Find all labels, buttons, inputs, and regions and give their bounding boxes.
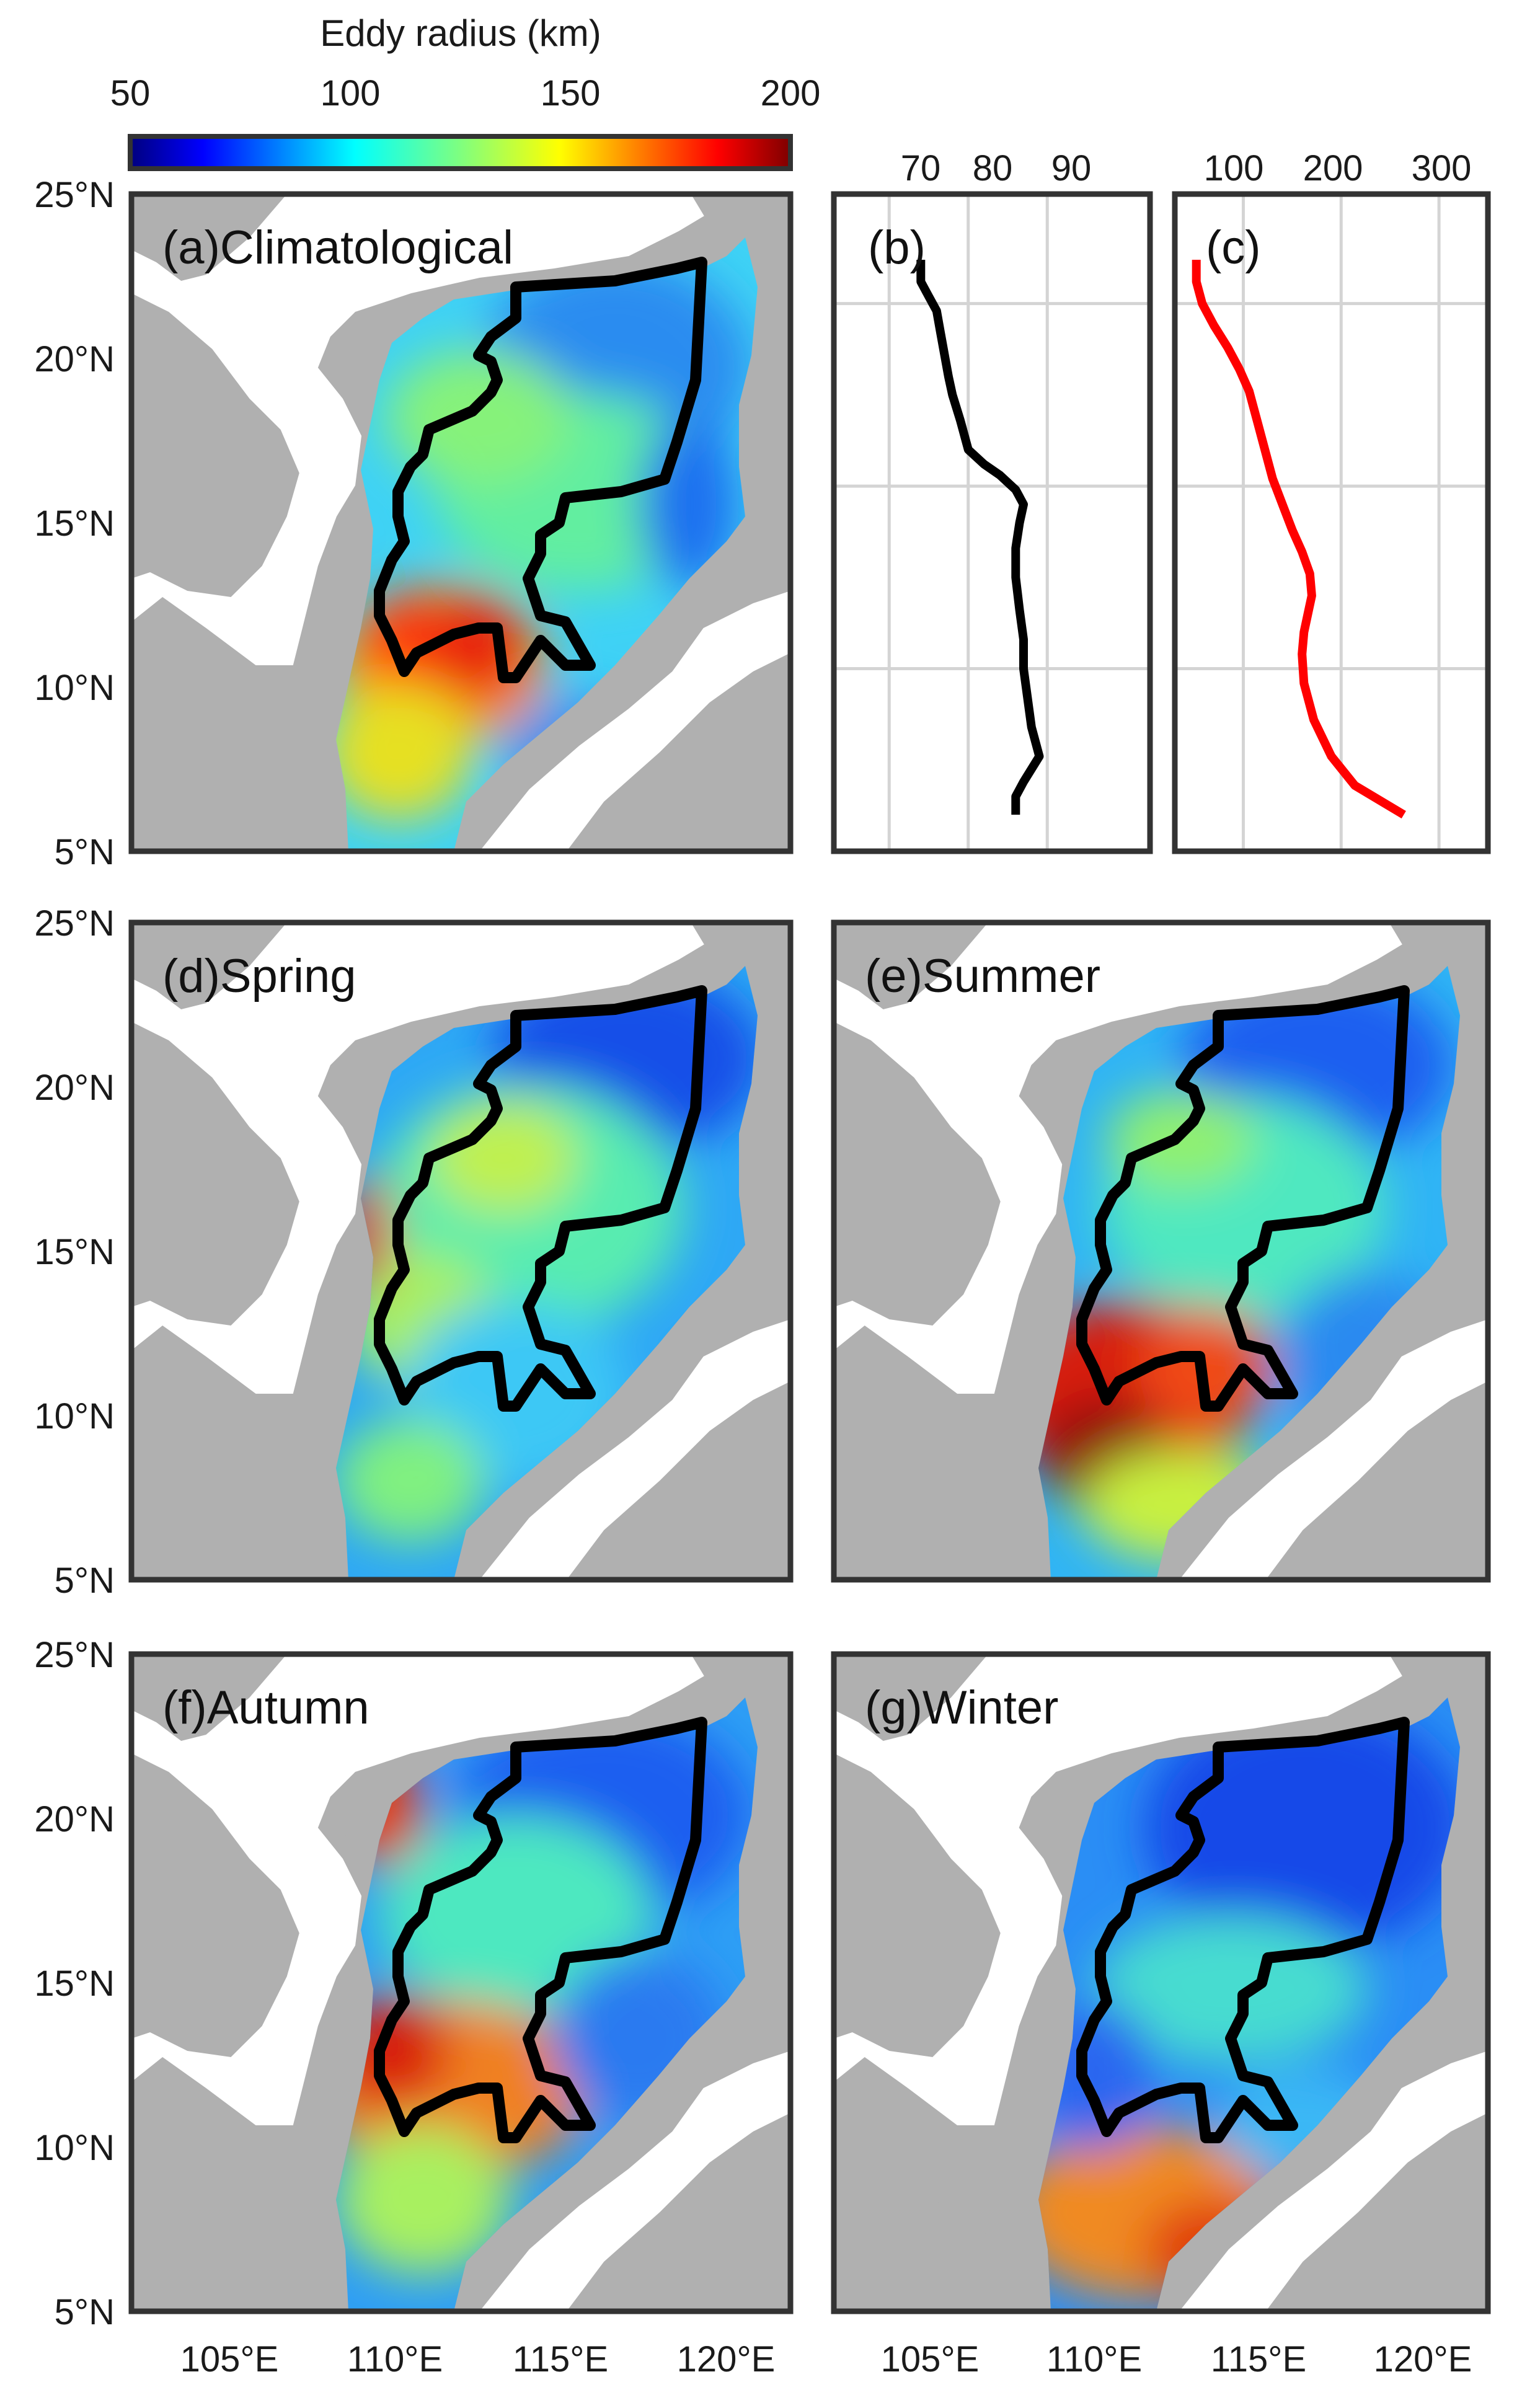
profile-c-xtick-100: 100 bbox=[1204, 148, 1264, 188]
panel-title-e: (e)Summer bbox=[865, 950, 1100, 1003]
lat-tick: 10°N bbox=[34, 668, 115, 708]
profile-c-xtick-300: 300 bbox=[1412, 148, 1472, 188]
lat-tick: 20°N bbox=[34, 1799, 115, 1839]
lon-tick: 115°E bbox=[513, 2339, 608, 2379]
lat-tick: 10°N bbox=[34, 2128, 115, 2168]
lon-tick: 105°E bbox=[180, 2339, 279, 2379]
colorbar: Eddy radius (km) 50 100 150 200 bbox=[110, 12, 821, 171]
colorbar-bar bbox=[128, 134, 793, 171]
map-frame bbox=[128, 191, 794, 854]
profile-b-xtick-80: 80 bbox=[973, 148, 1013, 188]
panel-title-c: (c) bbox=[1206, 221, 1261, 274]
map-frame bbox=[128, 919, 794, 1583]
lat-tick: 15°N bbox=[34, 503, 115, 544]
contour-line bbox=[374, 257, 707, 683]
map-panel-d: (d)Spring bbox=[128, 919, 794, 1583]
lon-tick: 110°E bbox=[347, 2339, 443, 2379]
lat-tick: 5°N bbox=[55, 832, 115, 872]
lon-tick: 105°E bbox=[881, 2339, 980, 2379]
profile-b-line bbox=[916, 260, 1044, 815]
map-frame bbox=[128, 1651, 794, 2314]
contour-line bbox=[1076, 985, 1410, 1412]
map-panel-e: (e)Summer bbox=[831, 919, 1491, 1583]
colorbar-title: Eddy radius (km) bbox=[320, 12, 601, 54]
lat-tick: 15°N bbox=[34, 1232, 115, 1272]
lon-labels-left: 105°E 110°E 115°E 120°E bbox=[180, 2339, 776, 2379]
colorbar-tick-200: 200 bbox=[761, 73, 821, 113]
profile-b-xtick-90: 90 bbox=[1051, 148, 1092, 188]
lon-tick: 120°E bbox=[677, 2339, 776, 2379]
profile-b-xtick-70: 70 bbox=[901, 148, 941, 188]
panel-title-b: (b) bbox=[868, 221, 926, 274]
profile-c-xtick-200: 200 bbox=[1303, 148, 1363, 188]
contour-line bbox=[374, 985, 707, 1412]
colorbar-tick-50: 50 bbox=[110, 73, 151, 113]
lon-labels-right: 105°E 110°E 115°E 120°E bbox=[881, 2339, 1472, 2379]
profile-c-frame bbox=[1172, 191, 1491, 854]
lat-tick: 20°N bbox=[34, 1068, 115, 1108]
panel-title-d: (d)Spring bbox=[162, 950, 356, 1003]
map-frame bbox=[831, 919, 1491, 1583]
colorbar-tick-100: 100 bbox=[321, 73, 381, 113]
panel-title-f: (f)Autumn bbox=[162, 1681, 369, 1734]
contour-line bbox=[374, 1717, 707, 2143]
lon-tick: 110°E bbox=[1046, 2339, 1142, 2379]
panel-title-g: (g)Winter bbox=[865, 1681, 1058, 1734]
profile-panel-b: (b) 70 80 90 bbox=[831, 148, 1153, 854]
lat-tick: 5°N bbox=[55, 2292, 115, 2332]
map-frame bbox=[831, 1651, 1491, 2314]
lat-tick: 25°N bbox=[34, 175, 115, 215]
contour-line bbox=[1076, 1717, 1410, 2143]
profile-c-line bbox=[1192, 260, 1406, 819]
lat-tick: 25°N bbox=[34, 1635, 115, 1675]
lat-tick: 10°N bbox=[34, 1396, 115, 1436]
map-panel-f: (f)Autumn bbox=[128, 1651, 794, 2314]
map-panel-g: (g)Winter bbox=[831, 1651, 1491, 2314]
lat-labels-row2: 25°N 20°N 15°N 10°N 5°N bbox=[34, 903, 115, 1601]
profile-panel-c: (c) 100 200 300 bbox=[1172, 148, 1491, 854]
map-panel-a: (a)Climatological bbox=[128, 191, 794, 854]
colorbar-tick-150: 150 bbox=[541, 73, 601, 113]
panel-title-a: (a)Climatological bbox=[162, 221, 513, 274]
lat-labels-row3: 25°N 20°N 15°N 10°N 5°N bbox=[34, 1635, 115, 2332]
lon-tick: 120°E bbox=[1374, 2339, 1472, 2379]
lon-tick: 115°E bbox=[1211, 2339, 1306, 2379]
lat-tick: 5°N bbox=[55, 1560, 115, 1601]
lat-tick: 20°N bbox=[34, 339, 115, 379]
lat-tick: 15°N bbox=[34, 1963, 115, 2004]
profile-b-frame bbox=[831, 191, 1153, 854]
lat-labels-row1: 25°N 20°N 15°N 10°N 5°N bbox=[34, 175, 115, 872]
lat-tick: 25°N bbox=[34, 903, 115, 944]
